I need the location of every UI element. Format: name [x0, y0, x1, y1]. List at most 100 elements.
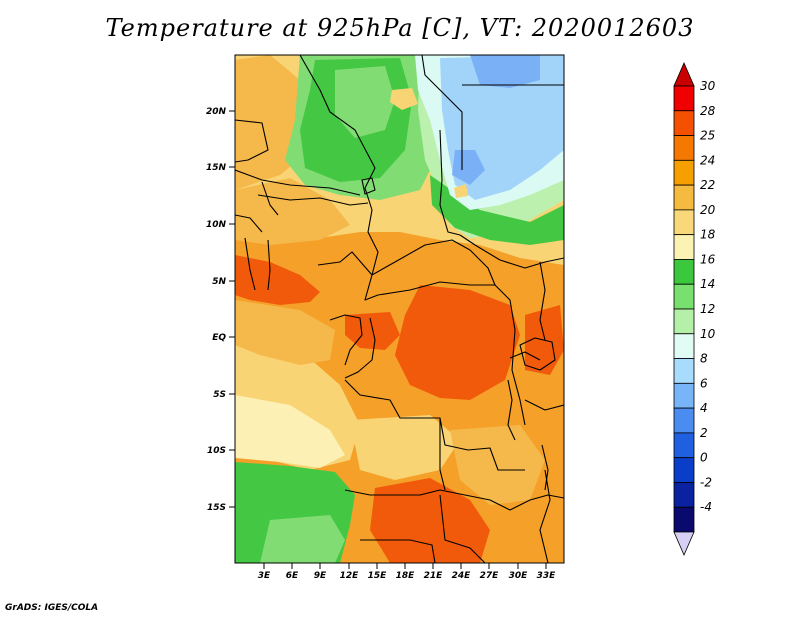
- lon-tick-30e: 30E: [509, 563, 529, 581]
- border-gabon: [329, 314, 363, 366]
- border-cameroon: [317, 251, 379, 301]
- field-sudan-green-band: [430, 175, 564, 245]
- border-ghana: [244, 237, 256, 291]
- colorbar-cell: [673, 85, 695, 112]
- lon-tick-15e: 15E: [368, 563, 388, 581]
- lon-label: 30E: [509, 571, 529, 581]
- field-guinea-light-orange: [235, 178, 350, 245]
- field-namib-light-green: [260, 515, 345, 563]
- colorbar-cell: [673, 333, 695, 359]
- lon-label: 33E: [537, 571, 557, 581]
- border-zambia-zimbabwe: [489, 494, 564, 511]
- colorbar-label: 25: [700, 129, 715, 143]
- lat-label: 15N: [206, 163, 227, 173]
- colorbar-cell: [673, 135, 695, 161]
- field-angola-yellow: [350, 415, 460, 480]
- colorbar-cell: [673, 358, 695, 384]
- lat-tick-15s: 15S: [207, 503, 235, 513]
- lon-tick-9e: 9E: [314, 563, 327, 581]
- colorbar-label: -4: [700, 500, 712, 514]
- colorbar-label: 28: [700, 104, 716, 118]
- lat-tick-10n: 10N: [206, 220, 235, 230]
- colorbar-cell: [673, 259, 695, 285]
- field-gulf-light-orange: [235, 300, 335, 365]
- colorbar-cell: [673, 382, 695, 409]
- longitude-axis: 3E 6E 9E 12E 15E 18E 21E 24E 27E 30E 33E: [258, 563, 556, 581]
- colorbar-label: 0: [700, 451, 708, 465]
- lat-tick-15n: 15N: [206, 163, 235, 173]
- lon-label: 9E: [314, 571, 327, 581]
- latitude-axis: 20N 15N 10N 5N EQ 5S 10S 15S: [206, 107, 235, 513]
- colorbar-label: 20: [700, 203, 716, 217]
- lon-label: 12E: [340, 571, 360, 581]
- colorbar-label: 8: [700, 352, 708, 366]
- border-mali-niger: [235, 169, 361, 196]
- border-mauritania: [235, 119, 269, 163]
- border-west-1: [235, 214, 263, 233]
- field-darfur-patch: [454, 184, 468, 198]
- country-borders: [235, 55, 564, 563]
- colorbar-label: 6: [700, 376, 708, 390]
- colorbar-label: 4: [700, 401, 708, 415]
- colorbar-cell: [673, 234, 695, 260]
- colorbar-cell: [673, 308, 695, 335]
- border-botswana: [439, 494, 486, 563]
- border-mozambique: [539, 469, 551, 563]
- colorbar-cell: [673, 184, 695, 211]
- border-car: [371, 239, 496, 286]
- border-angola-namibia: [344, 489, 491, 501]
- lon-label: 21E: [424, 571, 444, 581]
- colorbar-cell: [673, 110, 695, 136]
- colorbar-cell: [673, 457, 695, 483]
- border-sudan-south: [459, 234, 564, 269]
- lat-tick-5n: 5N: [212, 277, 235, 287]
- colorbar-label: -2: [700, 475, 712, 489]
- credit-text: GrADS: IGES/COLA: [5, 603, 99, 613]
- border-rwanda: [509, 351, 541, 361]
- lat-tick-eq: EQ: [212, 333, 235, 343]
- border-congo-drc: [344, 317, 376, 379]
- border-west-2: [261, 181, 279, 216]
- field-congo-basin-hot: [395, 285, 520, 400]
- colorbar-label: 12: [700, 302, 715, 316]
- field-kalahari-hot: [370, 478, 490, 563]
- border-chad-west: [364, 167, 379, 276]
- lon-tick-24e: 24E: [452, 563, 471, 581]
- lon-label: 3E: [258, 571, 271, 581]
- lake-victoria: [519, 337, 556, 371]
- lon-tick-21e: 21E: [424, 563, 444, 581]
- border-libya-egypt: [421, 55, 463, 170]
- colorbar-label: 30: [700, 79, 716, 93]
- border-namibia-south: [360, 539, 436, 563]
- lon-tick-27e: 27E: [480, 563, 500, 581]
- border-car-congo: [377, 281, 495, 296]
- field-zambia-light-orange: [450, 425, 545, 505]
- lon-tick-18e: 18E: [396, 563, 416, 581]
- lon-label: 27E: [480, 571, 500, 581]
- border-chad-sudan: [439, 129, 461, 236]
- colorbar-cell: [673, 159, 695, 186]
- field-atlantic-pale: [235, 395, 345, 468]
- map-title: Temperature at 925hPa [C], VT: 202001260…: [105, 14, 695, 42]
- lon-label: 15E: [368, 571, 388, 581]
- colorbar-top-arrow: [673, 61, 695, 87]
- colorbar-label: 22: [700, 178, 715, 192]
- lat-tick-5s: 5S: [213, 390, 235, 400]
- lon-tick-12e: 12E: [340, 563, 360, 581]
- lon-tick-3e: 3E: [258, 563, 271, 581]
- lake-tanganyika: [507, 379, 516, 441]
- lon-label: 18E: [396, 571, 416, 581]
- colorbar-bottom-arrow: [673, 531, 695, 557]
- lake-chad: [361, 177, 376, 195]
- field-egypt-blue: [470, 55, 540, 88]
- lat-label: 10S: [207, 446, 226, 456]
- border-niger-nigeria: [257, 194, 369, 206]
- border-drc-east: [494, 284, 526, 426]
- field-west-coast-hot: [235, 255, 320, 305]
- lat-label: 5N: [212, 277, 226, 287]
- field-nile-blue: [452, 150, 485, 185]
- field-sahara-light-green-inner: [335, 66, 395, 138]
- lon-tick-33e: 33E: [537, 563, 557, 581]
